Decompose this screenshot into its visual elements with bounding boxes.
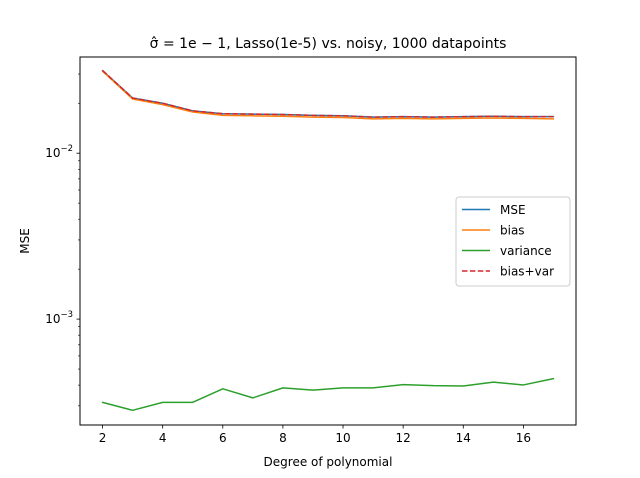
series-line-bias [101, 70, 555, 120]
y-tick-label: 10−3 [45, 310, 73, 326]
series-line-variance [101, 377, 555, 412]
chart-title: σ̂ = 1e − 1, Lasso(1e-5) vs. noisy, 1000… [150, 36, 507, 52]
y-axis-ticks: 10−3 10−2 [45, 73, 80, 407]
y-tick-label: 10−2 [45, 144, 73, 160]
y-axis-label: MSE [18, 228, 32, 254]
x-tick-label: 16 [516, 431, 531, 445]
plot-series [101, 69, 555, 412]
x-tick-label: 14 [456, 431, 471, 445]
x-axis-label: Degree of polynomial [264, 455, 393, 469]
plot-frame [79, 56, 577, 426]
x-tick-label: 6 [219, 431, 227, 445]
legend-label: bias [500, 224, 525, 238]
legend-box [455, 196, 571, 287]
x-tick-label: 4 [159, 431, 167, 445]
legend-label: bias+var [500, 265, 554, 279]
series-line-bias-var [102, 69, 554, 118]
legend: MSE bias variance bias+var [455, 196, 571, 287]
x-tick-label: 10 [335, 431, 350, 445]
x-tick-label: 8 [279, 431, 287, 445]
x-axis-ticks: 2 4 6 8 10 12 14 16 [99, 425, 531, 445]
x-tick-label: 12 [396, 431, 411, 445]
legend-label: variance [500, 244, 552, 258]
legend-label: MSE [500, 203, 526, 217]
x-tick-label: 2 [99, 431, 107, 445]
